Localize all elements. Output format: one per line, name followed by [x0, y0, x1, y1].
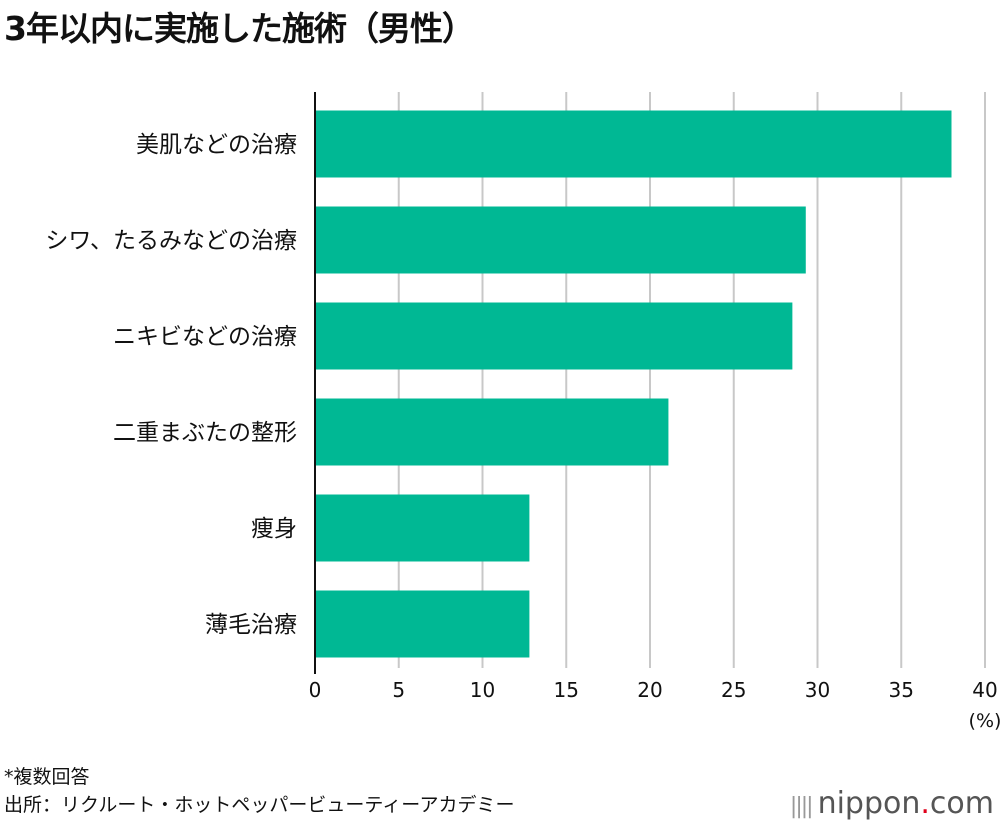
bar — [315, 494, 530, 562]
category-label: 痩身 — [251, 516, 297, 542]
x-unit-label: (%) — [969, 710, 1000, 732]
source-note: 出所：リクルート・ホットペッパービューティーアカデミー — [4, 794, 515, 816]
category-label: 二重まぶたの整形 — [113, 420, 297, 446]
bar — [315, 206, 806, 274]
x-tick-label: 5 — [392, 678, 405, 702]
category-label: 美肌などの治療 — [136, 132, 297, 158]
footnote: *複数回答 — [4, 766, 90, 788]
category-label: シワ、たるみなどの治療 — [45, 228, 297, 254]
category-label: ニキビなどの治療 — [113, 324, 297, 350]
bar — [315, 110, 952, 178]
chart-title: 3年以内に実施した施術（男性） — [4, 9, 475, 48]
bar — [315, 302, 793, 370]
nippon-logo: |||| nippon.com — [789, 786, 994, 821]
x-tick-label: 20 — [637, 678, 662, 702]
x-tick-label: 0 — [309, 678, 322, 702]
x-tick-label: 15 — [554, 678, 579, 702]
x-tick-label: 10 — [470, 678, 495, 702]
x-tick-label: 35 — [889, 678, 914, 702]
x-tick-label: 40 — [972, 678, 997, 702]
x-tick-label: 30 — [805, 678, 830, 702]
category-label: 薄毛治療 — [205, 612, 297, 638]
bar — [315, 398, 669, 466]
bar — [315, 590, 530, 658]
x-tick-label: 25 — [721, 678, 746, 702]
logo-bars-icon: |||| — [789, 794, 814, 819]
